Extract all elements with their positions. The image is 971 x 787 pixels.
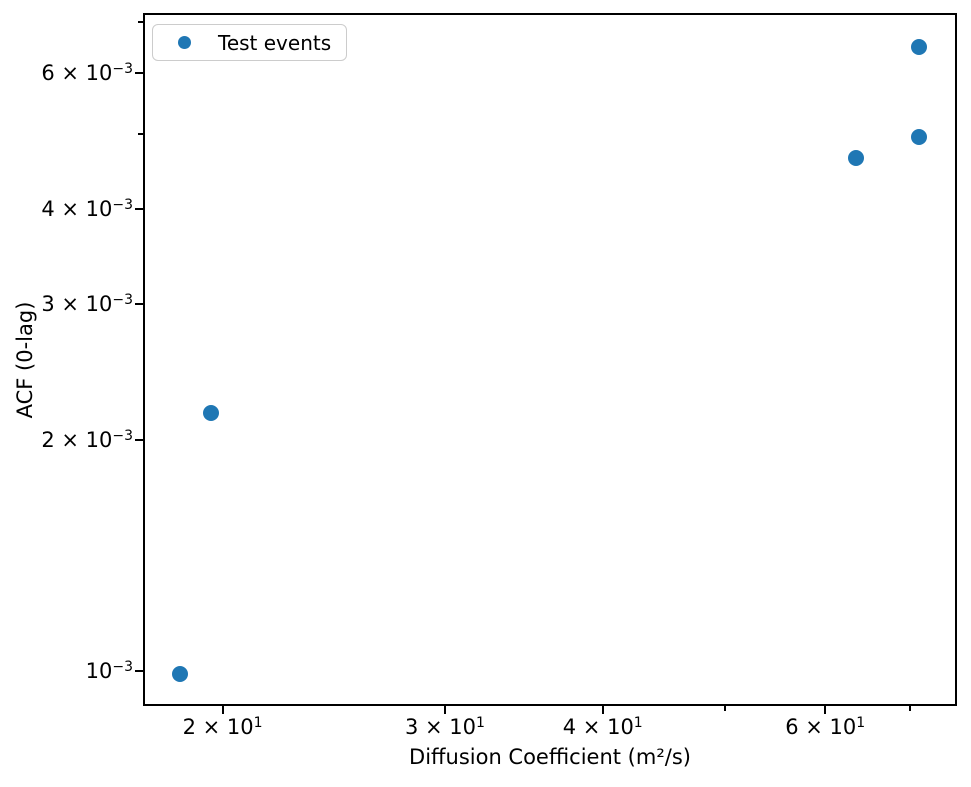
x-tick-mark (601, 706, 604, 714)
y-tick-mark (135, 438, 143, 441)
data-point (203, 404, 220, 421)
x-tick-label: 4 × 101 (562, 715, 643, 739)
x-tick-mark (824, 706, 827, 714)
legend-label: Test events (218, 30, 332, 55)
x-tick-mark (724, 706, 727, 711)
x-tick-label: 2 × 101 (182, 715, 263, 739)
y-tick-label: 3 × 10−3 (41, 292, 133, 317)
x-axis-label: Diffusion Coefficient (m²/s) (409, 745, 691, 769)
x-tick-mark (443, 706, 446, 714)
data-point (848, 149, 865, 166)
y-tick-mark (135, 207, 143, 210)
y-tick-label: 4 × 10−3 (41, 196, 133, 221)
y-tick-mark (135, 72, 143, 75)
data-point (911, 38, 928, 55)
y-tick-label: 10−3 (85, 658, 133, 683)
y-tick-label: 6 × 10−3 (41, 61, 133, 86)
x-tick-mark (908, 706, 911, 711)
data-point (171, 666, 188, 683)
y-tick-mark (138, 133, 143, 136)
y-tick-label: 2 × 10−3 (41, 427, 133, 452)
plot-area (143, 13, 957, 706)
y-tick-mark (135, 669, 143, 672)
legend: Test events (152, 24, 347, 61)
y-tick-mark (135, 303, 143, 306)
x-tick-label: 6 × 101 (785, 715, 866, 739)
x-tick-label: 3 × 101 (404, 715, 485, 739)
data-point (911, 129, 928, 146)
y-axis-label: ACF (0-lag) (13, 301, 37, 419)
legend-marker-icon (178, 36, 191, 49)
y-tick-mark (138, 20, 143, 23)
x-tick-mark (221, 706, 224, 714)
